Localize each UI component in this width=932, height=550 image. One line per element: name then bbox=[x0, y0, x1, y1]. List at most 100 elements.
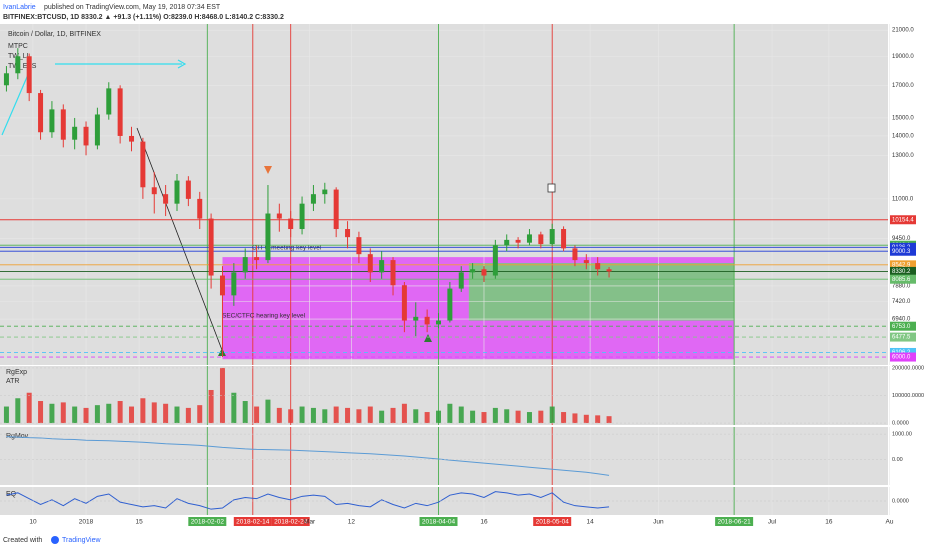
author[interactable]: IvanLabrie bbox=[3, 4, 36, 11]
level-label-bg bbox=[890, 266, 916, 276]
candle-body bbox=[288, 218, 294, 230]
candle-body bbox=[572, 248, 578, 261]
candle-body bbox=[310, 194, 316, 204]
candle-body bbox=[436, 320, 442, 325]
candle-body bbox=[254, 257, 260, 261]
y-tick-label: 0.00 bbox=[892, 457, 903, 463]
candle-body bbox=[504, 239, 510, 246]
indicator-label: MTPC bbox=[8, 43, 28, 50]
candle-body bbox=[151, 187, 157, 195]
cyan-arrow-head bbox=[177, 59, 187, 69]
candle-body bbox=[242, 257, 248, 273]
candle-body bbox=[549, 229, 555, 245]
published: published on TradingView.com, May 19, 20… bbox=[44, 4, 221, 11]
volume-bar bbox=[515, 410, 521, 424]
x-tick-label: 10 bbox=[29, 519, 37, 526]
y-tick-label: 0.0000 bbox=[892, 421, 909, 427]
volume-bar bbox=[129, 406, 135, 424]
volume-bar bbox=[436, 410, 442, 424]
y-tick-label: 7880.0 bbox=[892, 284, 911, 290]
volume-bar bbox=[242, 401, 248, 424]
candle-body bbox=[94, 114, 100, 146]
date-highlight bbox=[271, 517, 310, 526]
candle-body bbox=[38, 93, 44, 133]
level-label: 8330.2 bbox=[892, 269, 911, 275]
candle-body bbox=[219, 275, 225, 296]
x-tick-label: Au bbox=[886, 519, 894, 526]
candle-body bbox=[3, 73, 9, 86]
x-tick-label: Jul bbox=[768, 519, 777, 526]
candle-body bbox=[60, 109, 66, 140]
volume-bar bbox=[299, 406, 305, 424]
volume-bar bbox=[288, 409, 294, 424]
candle-body bbox=[458, 272, 464, 289]
volume-bar bbox=[526, 412, 532, 424]
zone bbox=[468, 263, 735, 321]
volume-bar bbox=[538, 410, 544, 424]
up-arrow bbox=[424, 334, 432, 342]
candle-body bbox=[333, 189, 339, 230]
chart-title: Bitcoin / Dollar, 1D, BITFINEX bbox=[8, 31, 101, 38]
level-label: 6753.0 bbox=[892, 324, 911, 330]
candle-body bbox=[595, 263, 601, 270]
volume-bar bbox=[310, 407, 316, 424]
candle-body bbox=[299, 203, 305, 230]
level-label: 6477.5 bbox=[892, 335, 911, 341]
y-tick-label: 19000.0 bbox=[892, 54, 914, 60]
volume-bar bbox=[151, 402, 157, 424]
candle-body bbox=[583, 260, 589, 264]
volume-bar bbox=[595, 415, 601, 424]
x-tick-label: 2018-06-21 bbox=[718, 519, 752, 526]
volume-bar bbox=[572, 413, 578, 424]
y-tick-label: 14000.0 bbox=[892, 134, 914, 140]
candle-body bbox=[208, 218, 214, 276]
volume-bar bbox=[174, 406, 180, 424]
candle-body bbox=[538, 234, 544, 245]
level-label: 8542.9 bbox=[892, 262, 911, 268]
level-label-bg bbox=[890, 352, 916, 362]
level-label-bg bbox=[890, 260, 916, 270]
candle-body bbox=[606, 269, 612, 272]
level-label: 6000.0 bbox=[892, 355, 911, 361]
volume-bar bbox=[15, 398, 21, 424]
candle-body bbox=[163, 194, 169, 204]
candle-body bbox=[72, 126, 78, 140]
volume-bar bbox=[117, 401, 123, 424]
volume-bar bbox=[3, 406, 9, 424]
x-tick-label: 2018-02-02 bbox=[191, 519, 225, 526]
candle-body bbox=[481, 269, 487, 276]
volume-bar bbox=[379, 410, 385, 424]
volume-bar bbox=[447, 403, 453, 424]
candle-body bbox=[322, 189, 328, 195]
volume-bar bbox=[458, 406, 464, 424]
volume-bar bbox=[49, 403, 55, 424]
volume-bar bbox=[72, 406, 78, 424]
candle-body bbox=[470, 269, 476, 273]
y-tick-label: 21000.0 bbox=[892, 28, 914, 34]
volume-bar bbox=[38, 401, 44, 424]
volume-bar bbox=[231, 392, 237, 424]
y-tick-label: 13000.0 bbox=[892, 153, 914, 159]
candle-body bbox=[174, 180, 180, 204]
candle-body bbox=[129, 135, 135, 142]
volume-bar bbox=[367, 406, 373, 424]
x-tick-label: 2018-05-04 bbox=[536, 519, 570, 526]
x-tick-label: 12 bbox=[348, 519, 356, 526]
volume-bar bbox=[60, 402, 66, 424]
trend-line bbox=[136, 127, 223, 351]
panel-label: ATR bbox=[6, 378, 19, 385]
candle-body bbox=[49, 109, 55, 133]
candle-body bbox=[231, 272, 237, 296]
candle-body bbox=[413, 316, 419, 321]
volume-bar bbox=[549, 406, 555, 424]
y-tick-label: 17000.0 bbox=[892, 83, 914, 89]
y-tick-label: 9450.0 bbox=[892, 236, 911, 242]
candle-body bbox=[424, 316, 430, 325]
level-label: 9000.3 bbox=[892, 249, 911, 255]
level-label-bg bbox=[890, 274, 916, 284]
x-tick-label: 14 bbox=[586, 519, 594, 526]
volume-bar bbox=[390, 407, 396, 424]
footer-brand[interactable]: TradingView bbox=[62, 537, 101, 544]
panel-label: RgMov bbox=[6, 433, 29, 440]
